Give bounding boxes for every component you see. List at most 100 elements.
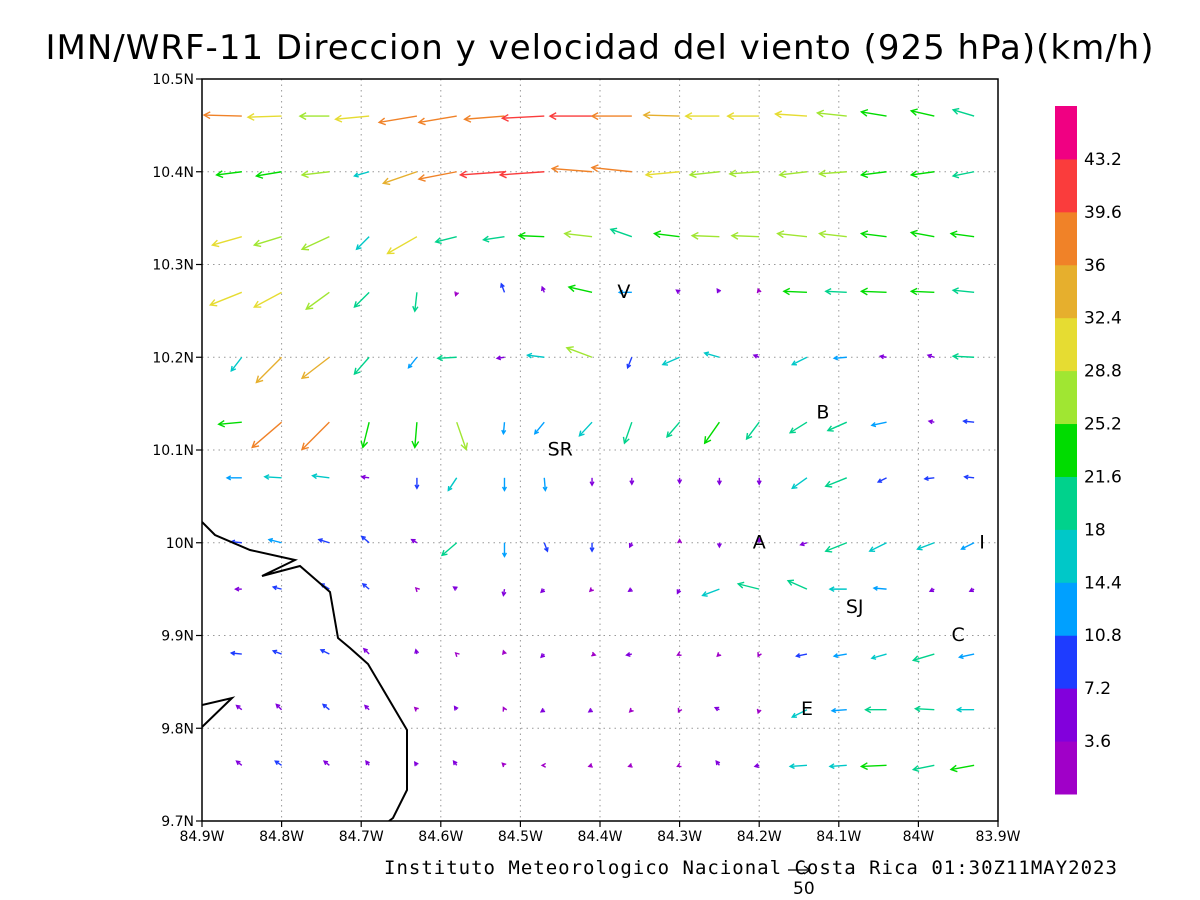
y-tick-label: 9.8N xyxy=(161,721,194,737)
wind-vector xyxy=(210,236,242,248)
wind-vector xyxy=(319,649,330,655)
wind-vector xyxy=(928,587,935,593)
wind-vector xyxy=(246,113,282,121)
wind-vector xyxy=(715,759,721,766)
wind-vector xyxy=(782,287,807,296)
wind-vector xyxy=(498,170,545,179)
wind-vector xyxy=(253,291,282,308)
wind-vector xyxy=(753,763,760,769)
wind-vector xyxy=(298,112,330,121)
wind-vector xyxy=(911,764,935,773)
y-tick-label: 10.2N xyxy=(152,350,194,366)
wind-vector xyxy=(962,418,975,424)
wind-vector xyxy=(300,236,330,251)
x-tick-label: 84.9W xyxy=(179,829,224,845)
wind-vector xyxy=(716,542,722,549)
wind-vector xyxy=(230,356,243,373)
legend-swatch xyxy=(1055,529,1077,583)
wind-vector xyxy=(591,651,597,657)
wind-vector xyxy=(539,707,546,713)
legend-swatch xyxy=(1055,370,1077,425)
wind-vector xyxy=(274,760,282,766)
chart-title: IMN/WRF-11 Direccion y velocidad del vie… xyxy=(45,28,1155,68)
legend-swatch xyxy=(1055,264,1077,319)
wind-vector xyxy=(543,542,549,553)
wind-vector xyxy=(322,760,330,766)
wind-vector xyxy=(360,474,370,480)
wind-vector xyxy=(815,109,847,118)
wind-vector xyxy=(876,477,887,483)
wind-vector xyxy=(353,356,370,376)
wind-vector xyxy=(414,587,420,593)
wind-vector xyxy=(609,227,633,238)
wind-vector xyxy=(447,477,458,492)
wind-vector xyxy=(540,762,547,768)
wind-vector xyxy=(960,542,975,550)
wind-vector xyxy=(818,169,847,178)
wind-vector xyxy=(517,231,545,240)
wind-vector xyxy=(713,706,720,712)
legend-swatch xyxy=(1055,741,1077,795)
wind-vector xyxy=(790,356,808,366)
town-label-sj: SJ xyxy=(846,596,864,618)
wind-vector xyxy=(627,587,633,593)
wind-vector xyxy=(676,588,682,595)
wind-vector xyxy=(217,420,242,428)
wind-vector xyxy=(208,291,243,307)
x-tick-label: 83.9W xyxy=(975,829,1020,845)
wind-vector xyxy=(540,588,546,594)
wind-vector xyxy=(563,230,593,239)
legend-label: 7.2 xyxy=(1084,679,1111,699)
wind-vector xyxy=(872,585,887,591)
wind-vector xyxy=(587,707,593,713)
wind-vector xyxy=(452,586,458,591)
wind-vector xyxy=(500,113,545,122)
wind-vector xyxy=(589,542,595,553)
x-tick-label: 84.5W xyxy=(498,829,543,845)
legend-label: 32.4 xyxy=(1084,309,1122,329)
legend-label: 39.6 xyxy=(1084,203,1122,223)
wind-vector xyxy=(202,111,242,120)
wind-vector xyxy=(951,352,975,360)
wind-vector xyxy=(859,287,887,296)
wind-vector xyxy=(452,759,458,766)
wind-vector xyxy=(589,477,595,487)
wind-vector xyxy=(909,287,935,296)
wind-vector xyxy=(628,542,634,549)
y-tick-label: 10.1N xyxy=(152,443,194,459)
wind-vector xyxy=(859,762,887,771)
wind-vector xyxy=(500,282,506,293)
y-tick-label: 10.3N xyxy=(152,258,194,274)
wind-vector xyxy=(832,355,847,361)
wind-vector xyxy=(677,538,683,544)
legend-label: 3.6 xyxy=(1084,732,1111,752)
wind-vector xyxy=(870,653,887,660)
wind-vector xyxy=(629,477,635,486)
wind-vector xyxy=(588,587,594,593)
town-label-b: B xyxy=(816,401,829,423)
wind-vector xyxy=(234,586,242,592)
wind-vector xyxy=(440,542,458,557)
wind-vector xyxy=(229,650,242,656)
coastline-main xyxy=(202,521,408,821)
wind-vector xyxy=(859,230,887,239)
wind-vector xyxy=(859,170,887,179)
wind-vector xyxy=(666,421,681,438)
wind-vector xyxy=(412,292,419,313)
wind-vector xyxy=(909,170,935,178)
wind-vector xyxy=(716,287,722,294)
wind-vector xyxy=(305,291,330,310)
wind-vector xyxy=(300,356,330,380)
wind-vector xyxy=(951,107,975,117)
wind-vector xyxy=(644,170,680,179)
legend-swatch xyxy=(1055,476,1077,530)
wind-vector xyxy=(456,421,469,451)
legend-label: 14.4 xyxy=(1084,573,1122,593)
reference-vector-label: 50 xyxy=(793,879,815,899)
wind-vector xyxy=(916,542,935,551)
wind-vector xyxy=(951,171,975,179)
wind-vector xyxy=(675,289,681,295)
wind-vector xyxy=(436,354,457,362)
wind-vector xyxy=(501,542,508,558)
